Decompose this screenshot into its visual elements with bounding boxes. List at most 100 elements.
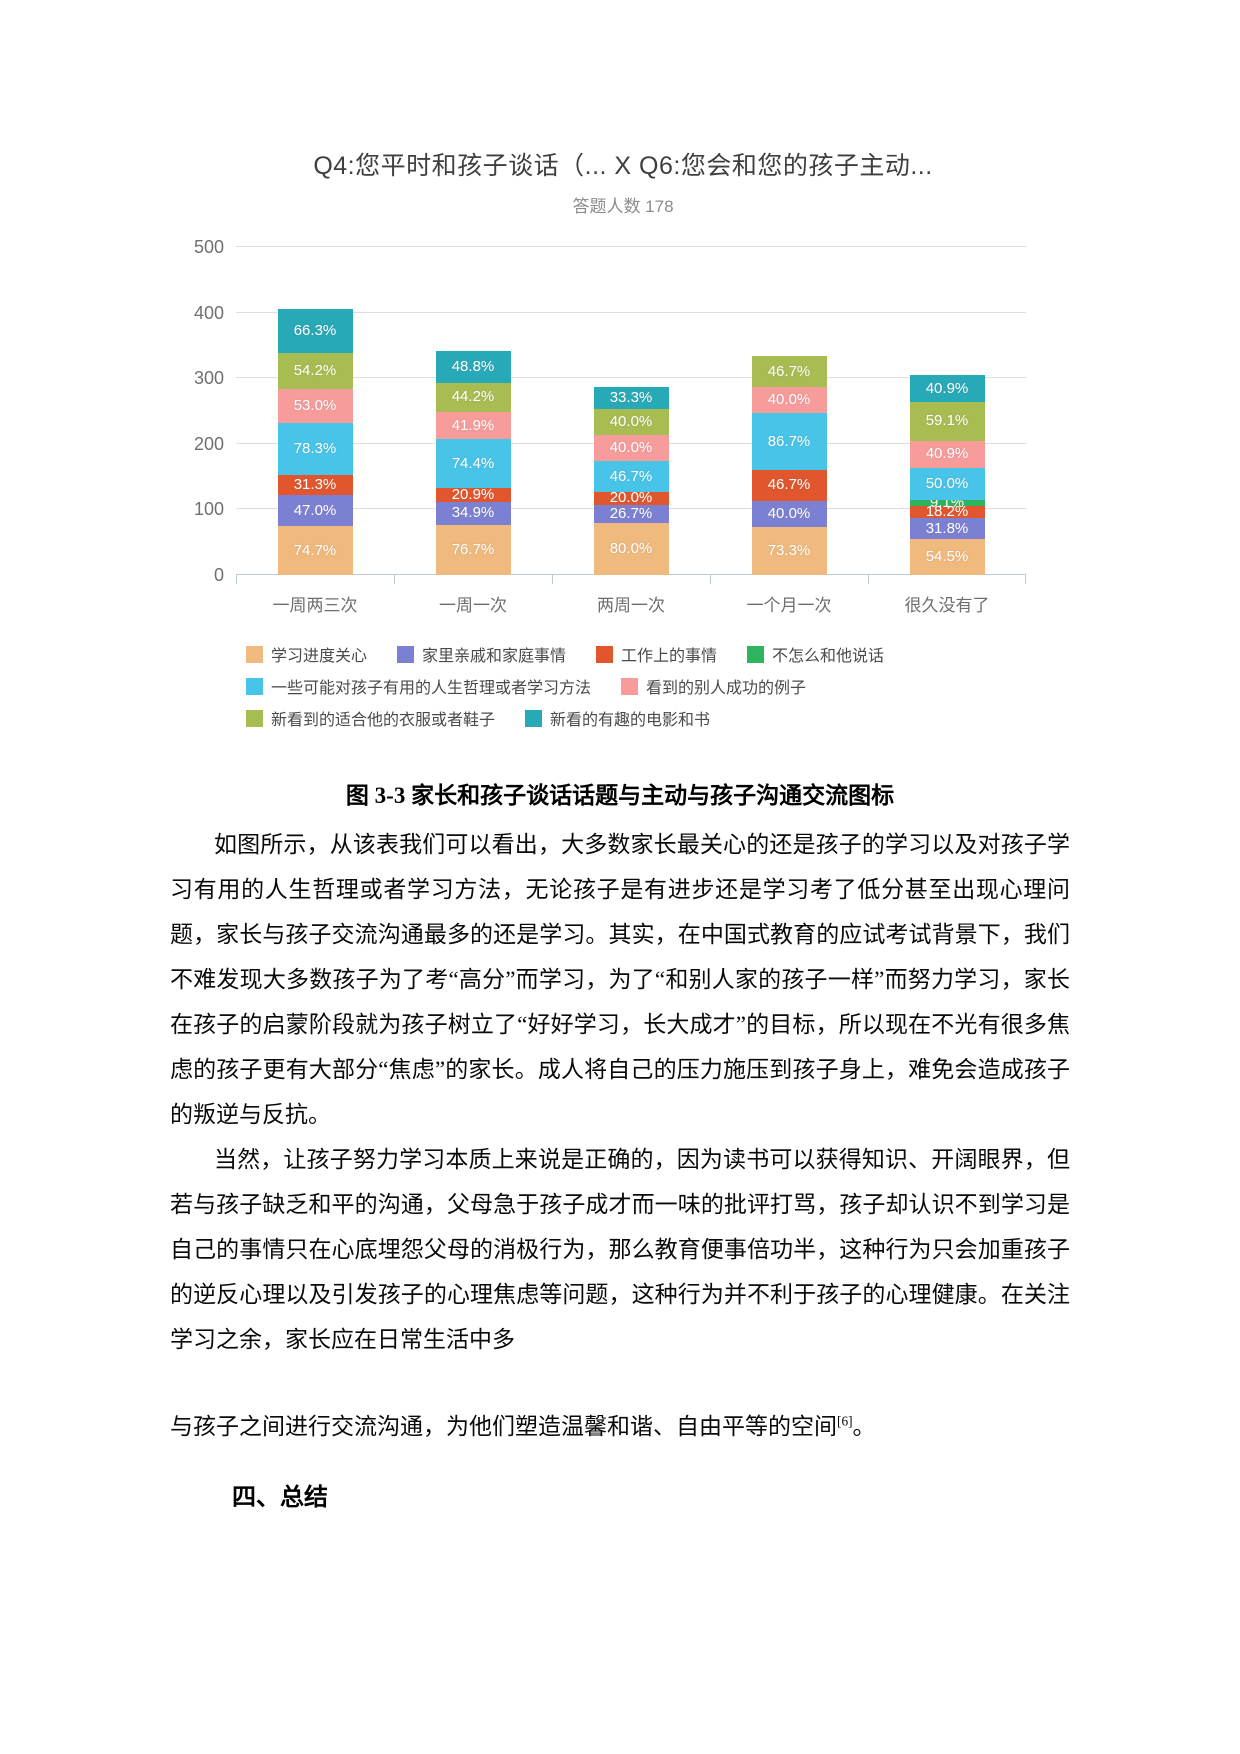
y-axis-label: 300 xyxy=(193,368,224,389)
bars: 74.7% 47.0% 31.3% 78.3% 53.0% 54.2% 66.3% 76.7%… xyxy=(236,247,1026,575)
segment-label: 40.0% xyxy=(767,504,811,522)
bar-segment: 74.7% xyxy=(277,526,353,575)
bar-slot: 74.7% 47.0% 31.3% 78.3% 53.0% 54.2% 66.3% xyxy=(236,247,394,575)
bar-segment: 26.7% xyxy=(593,504,669,523)
bar-stack: 54.5% 31.8% 18.2% 9.1% 50.0% 40.9% 59.1% 40.9% xyxy=(909,375,985,575)
y-axis-label: 200 xyxy=(193,433,224,454)
segment-label: 73.3% xyxy=(767,541,811,559)
segment-label: 40.0% xyxy=(609,439,653,457)
bar-segment: 20.0% xyxy=(593,489,669,507)
bar-stack: 73.3% 40.0% 46.7% 86.7% 40.0% 46.7% xyxy=(751,356,827,575)
segment-label: 80.0% xyxy=(609,539,653,557)
legend-item: 新看的有趣的电影和书 xyxy=(525,706,710,730)
bar-segment: 46.7% xyxy=(751,356,827,387)
x-axis-label: 两周一次 xyxy=(597,596,665,615)
segment-label: 20.0% xyxy=(609,489,653,507)
segment-label: 74.4% xyxy=(451,454,495,472)
segment-label: 18.2% xyxy=(925,503,969,521)
legend-label: 一些可能对孩子有用的人生哲理或者学习方法 xyxy=(271,680,592,697)
bar-segment: 80.0% xyxy=(593,522,669,575)
segment-label: 40.0% xyxy=(609,412,653,430)
segment-label: 31.3% xyxy=(293,475,337,493)
bar-segment: 46.7% xyxy=(593,461,669,492)
segment-label: 31.8% xyxy=(925,519,969,537)
segment-label: 26.7% xyxy=(609,504,653,522)
legend-swatch-icon xyxy=(246,677,263,695)
bar-segment: 66.3% xyxy=(277,309,353,353)
legend-swatch-icon xyxy=(596,645,614,663)
legend-item: 看到的别人成功的例子 xyxy=(621,674,806,698)
segment-label: 40.9% xyxy=(925,445,969,463)
legend-swatch-icon xyxy=(621,677,639,695)
y-axis: 0 100 200 300 400 500 xyxy=(180,238,224,584)
bar-segment: 50.0% xyxy=(909,467,985,501)
bar-stack: 74.7% 47.0% 31.3% 78.3% 53.0% 54.2% 66.3% xyxy=(277,309,353,575)
segment-label: 50.0% xyxy=(925,475,969,493)
legend-row: 一些可能对孩子有用的人生哲理或者学习方法 看到的别人成功的例子 xyxy=(246,674,1026,698)
bar-segment: 34.9% xyxy=(435,501,511,525)
bar-segment: 31.3% xyxy=(277,474,353,496)
bar-segment: 53.0% xyxy=(277,388,353,424)
bar-slot: 73.3% 40.0% 46.7% 86.7% 40.0% 46.7% xyxy=(710,247,868,575)
y-axis-label: 400 xyxy=(193,302,224,323)
segment-label: 33.3% xyxy=(609,388,653,406)
segment-label: 40.9% xyxy=(925,379,969,397)
chart-title: Q4:您平时和孩子谈话（... X Q6:您会和您的孩子主动... xyxy=(313,152,933,180)
x-axis-tick xyxy=(394,575,395,584)
body-paragraph-2: 当然，让孩子努力学习本质上来说是正确的，因为读书可以获得知识、开阔眼界，但若与孩… xyxy=(170,1147,1070,1352)
y-axis-label: 0 xyxy=(213,565,224,585)
y-axis-label: 500 xyxy=(193,237,224,257)
plot-area: 74.7% 47.0% 31.3% 78.3% 53.0% 54.2% 66.3% 76.7%… xyxy=(236,246,1026,584)
bar-slot: 54.5% 31.8% 18.2% 9.1% 50.0% 40.9% 59.1% 40.9% xyxy=(868,247,1026,575)
bar-segment: 78.3% xyxy=(277,423,353,475)
legend-label: 看到的别人成功的例子 xyxy=(646,680,807,697)
x-axis-label: 一周两三次 xyxy=(272,596,358,615)
segment-label: 59.1% xyxy=(925,412,969,430)
legend-swatch-icon xyxy=(747,645,765,663)
bar-segment: 31.8% xyxy=(909,518,985,540)
legend-label: 家里亲戚和家庭事情 xyxy=(422,648,567,665)
legend: 学习进度关心 家里亲戚和家庭事情 工作上的事情 不怎么和他说话一些可能对孩子有用的人生… xyxy=(246,642,1026,730)
bar-segment: 86.7% xyxy=(751,413,827,471)
x-axis-tick xyxy=(1025,575,1026,584)
segment-label: 40.0% xyxy=(767,391,811,409)
body-paragraph-1: 如图所示，从该表我们可以看出，大多数家长最关心的还是孩子的学习以及对孩子学习有用… xyxy=(170,832,1070,1127)
legend-label: 工作上的事情 xyxy=(621,648,718,665)
legend-label: 学习进度关心 xyxy=(271,648,368,665)
bar-segment: 59.1% xyxy=(909,402,985,441)
paragraph-end: 。 xyxy=(852,1414,876,1439)
bar-slot: 76.7% 34.9% 20.9% 74.4% 41.9% 44.2% 48.8% xyxy=(394,247,552,575)
bar-segment: 18.2% xyxy=(909,503,985,521)
segment-label: 48.8% xyxy=(451,357,495,375)
legend-label: 新看的有趣的电影和书 xyxy=(550,712,711,729)
segment-label: 54.2% xyxy=(293,361,337,379)
x-axis-tick xyxy=(710,575,711,584)
legend-row: 学习进度关心 家里亲戚和家庭事情 工作上的事情 不怎么和他说话 xyxy=(246,642,1026,666)
section-heading: 四、总结 xyxy=(232,1485,328,1511)
legend-label: 新看到的适合他的衣服或者鞋子 xyxy=(271,712,496,729)
legend-item: 新看到的适合他的衣服或者鞋子 xyxy=(246,706,495,730)
bar-segment: 73.3% xyxy=(751,526,827,575)
grid-line xyxy=(236,377,1026,379)
body-paragraph-3: 与孩子之间进行交流沟通，为他们塑造温馨和谐、自由平等的空间[6]。 xyxy=(170,1404,1070,1449)
segment-label: 47.0% xyxy=(293,501,337,519)
legend-row: 新看到的适合他的衣服或者鞋子 新看的有趣的电影和书 xyxy=(246,706,1026,730)
x-axis-tick xyxy=(868,575,869,584)
plot-row: 0 100 200 300 400 500 74.7% 47.0% 31.3% 78.3% 53.… xyxy=(194,238,1026,584)
bar-stack: 76.7% 34.9% 20.9% 74.4% 41.9% 44.2% 48.8% xyxy=(435,350,511,575)
segment-label: 20.9% xyxy=(451,485,495,503)
segment-label: 46.7% xyxy=(767,476,811,494)
bar-segment: 47.0% xyxy=(277,495,353,526)
paragraph-text: 与孩子之间进行交流沟通，为他们塑造温馨和谐、自由平等的空间 xyxy=(170,1414,837,1439)
legend-item: 不怎么和他说话 xyxy=(747,642,884,666)
segment-label: 34.9% xyxy=(451,504,495,522)
x-axis-label: 一周一次 xyxy=(439,596,507,615)
segment-label: 44.2% xyxy=(451,388,495,406)
bar-segment: 41.9% xyxy=(435,411,511,440)
segment-label: 41.9% xyxy=(451,416,495,434)
segment-label: 66.3% xyxy=(293,322,337,340)
segment-label: 86.7% xyxy=(767,432,811,450)
segment-label: 54.5% xyxy=(925,548,969,566)
bar-segment: 40.0% xyxy=(751,500,827,527)
